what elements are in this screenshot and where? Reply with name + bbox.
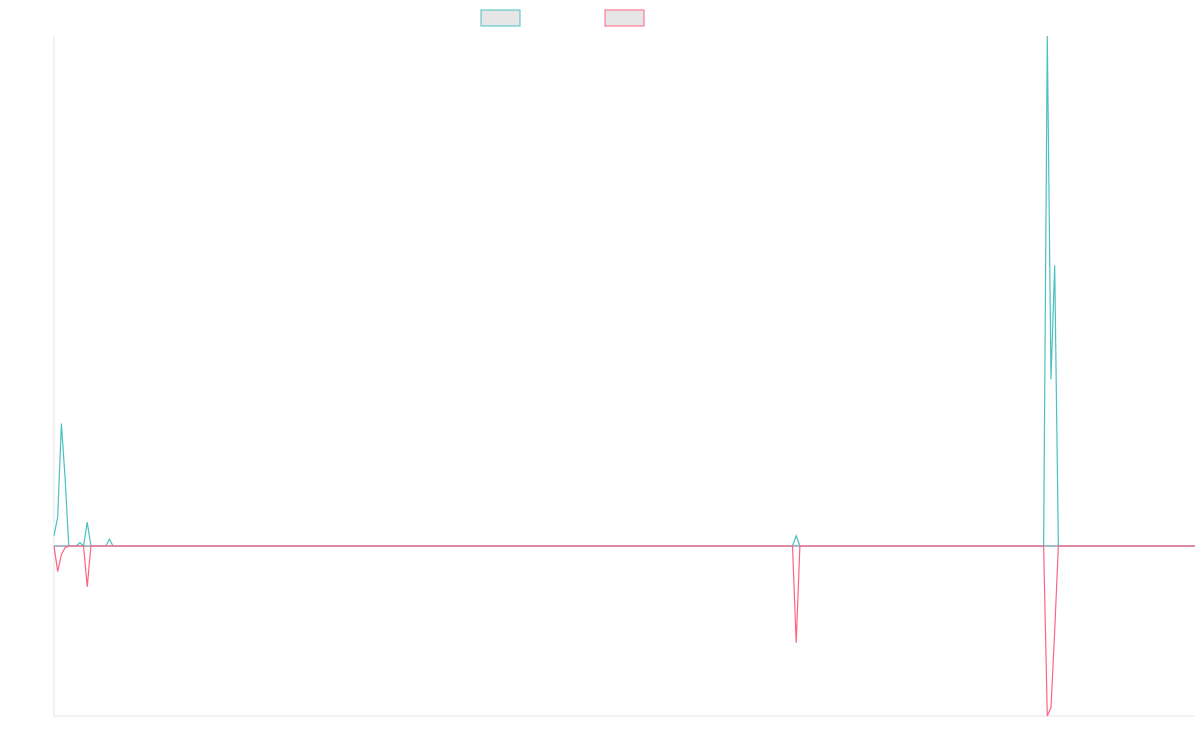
axes — [53, 36, 1195, 717]
legend-swatch-1 — [480, 9, 521, 27]
legend-swatch-2 — [604, 9, 645, 27]
legend — [480, 9, 645, 27]
series-layer — [53, 35, 1195, 717]
series-line-2 — [53, 545, 1195, 717]
series-line-1 — [53, 35, 1195, 548]
